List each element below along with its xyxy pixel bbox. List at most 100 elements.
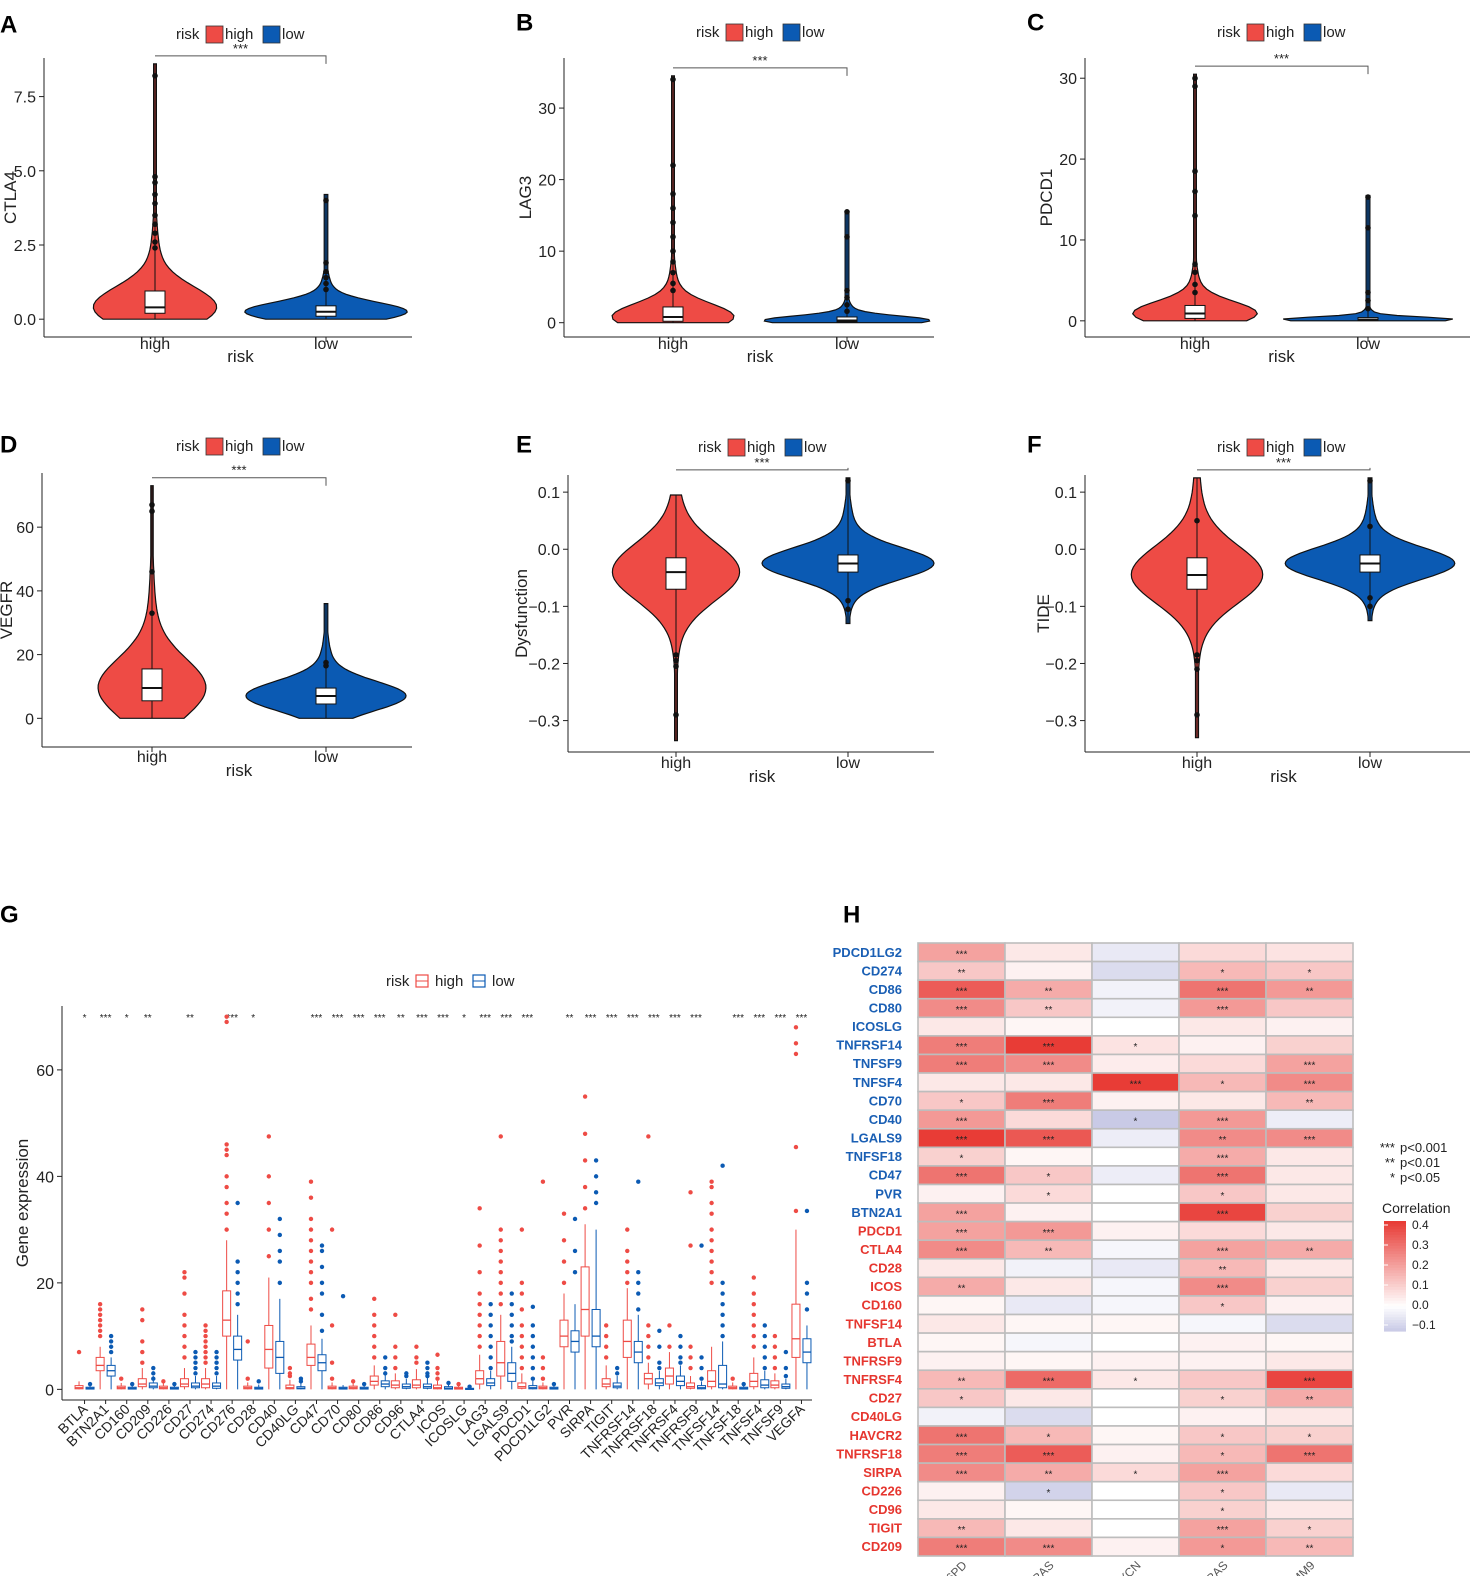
legend-label-high: high [435,973,463,990]
heatmap-cell [917,1313,1006,1334]
colorbar-segment [1384,1265,1406,1269]
outlier-point [97,1307,103,1312]
heatmap-cell [1091,1257,1180,1279]
outlier-point [593,1174,599,1179]
outlier-point [383,1365,388,1371]
colorbar-segment [1384,1234,1406,1239]
outlier-point [319,1328,325,1333]
outlier-point [488,1301,493,1307]
significance-label: * [462,1013,466,1024]
box-high [622,1319,632,1358]
outlier-point [319,1243,325,1248]
box-high [369,1375,379,1386]
heatmap-cell [1004,960,1093,981]
outlier-point [372,1355,377,1360]
panel-D: D 0 20 40 60 high low risk VEGFR *** [0,431,412,780]
significance-label: *** [1274,51,1289,66]
significance-label: *** [332,1013,344,1024]
row-label: TNFRSF14 [836,1038,903,1053]
outlier-point [435,1376,440,1381]
outlier-point [646,1344,651,1349]
outlier-point [435,1352,440,1357]
outlier-point [699,1355,704,1360]
y-tick-label: −0.2 [528,656,560,673]
outlier-point [152,230,158,236]
legend-title: risk [698,439,722,456]
outlier-point [182,1355,187,1360]
box-high [144,290,166,314]
box-high [496,1340,506,1377]
outlier-point [509,1291,514,1296]
pvalue-stars: * [1390,1170,1395,1185]
box-high [390,1380,400,1389]
cell-significance: * [1308,968,1312,979]
legend-label-high: high [225,438,253,455]
risk-legend-G: risk high low [386,973,515,990]
significance-label: *** [233,41,248,56]
heatmap-cell [1265,1536,1354,1557]
box-high [559,1319,569,1348]
outlier-point [751,1291,756,1296]
outlier-point [673,652,679,658]
outlier-point [646,1323,651,1328]
risk-legend-E: risk high low [698,438,827,457]
y-tick-label: 20 [1059,152,1077,169]
heatmap-cell [1091,1536,1180,1557]
outlier-point [657,1344,662,1349]
row-label: HAVCR2 [850,1428,903,1443]
outlier-point [540,1365,546,1371]
cell-significance: *** [956,1451,968,1462]
colorbar-segment [1384,1270,1406,1274]
outlier-point [193,1371,198,1376]
significance-bracket [152,477,327,486]
heatmap-cell [1004,942,1093,963]
y-axis-title: VEGFR [0,581,16,640]
outlier-point [277,1259,283,1264]
heatmap-cell [917,1183,1006,1204]
cell-significance: *** [1217,1284,1229,1295]
y-tick-label: 40 [16,584,34,601]
heatmap-cell [1091,1499,1180,1520]
outlier-point [235,1301,240,1307]
outlier-point [224,1147,229,1152]
outlier-point [730,1376,735,1381]
heatmap-cell [917,1406,1006,1427]
cell-significance: * [1308,1432,1312,1443]
outlier-point [323,197,329,204]
significance-label: *** [1276,455,1291,470]
legend-label-high: high [747,439,775,456]
box-high [264,1324,274,1369]
cell-significance: * [1221,1488,1225,1499]
cell-significance: ** [1219,1265,1227,1276]
legend-title: risk [176,438,200,455]
outlier-point [152,200,158,207]
outlier-point [720,1333,725,1339]
box-high [222,1290,232,1337]
y-tick-label: 10 [538,244,556,261]
outlier-point [582,1131,588,1136]
cell-significance: *** [1043,1042,1055,1053]
outlier-point [804,1208,810,1214]
outlier-point [636,1291,641,1296]
cell-significance: ** [1306,1544,1314,1555]
outlier-point [193,1349,198,1355]
outlier-point [152,212,158,219]
heatmap-cell [1091,1220,1180,1242]
outlier-point [530,1376,536,1381]
outlier-point [709,1211,714,1216]
outlier-point [203,1333,208,1339]
box-low [760,1379,770,1389]
column-label: MYCN [1109,1558,1144,1576]
cell-significance: *** [1217,1247,1229,1258]
legend-title: risk [176,26,200,43]
row-label: TNFRSF18 [836,1446,902,1461]
y-tick-label: 30 [1059,71,1077,88]
significance-bracket [1197,467,1371,471]
outlier-point [323,268,329,275]
outlier-point [625,1248,630,1254]
outlier-point [582,1158,588,1163]
outlier-point [224,1174,229,1179]
y-tick-label: 0.0 [14,312,36,329]
outlier-point [308,1216,314,1222]
outlier-point [603,1333,609,1339]
